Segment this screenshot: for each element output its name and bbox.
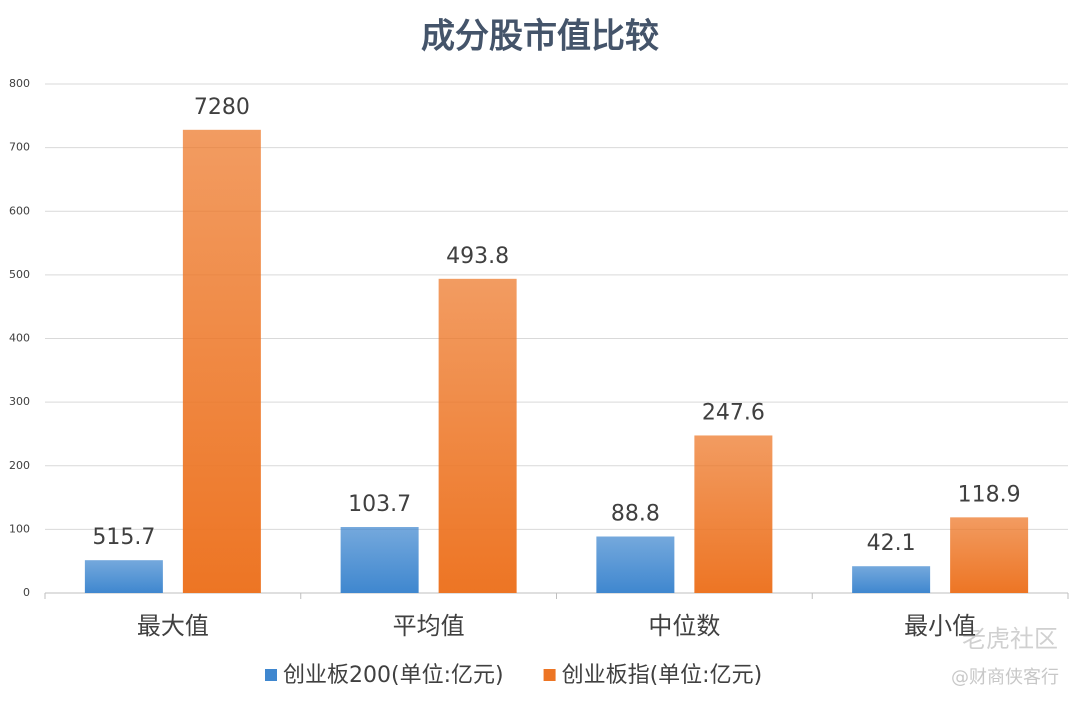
bar [84, 560, 163, 593]
watermark: 老虎社区 [962, 625, 1058, 653]
y-tick-label: 400 [9, 332, 30, 345]
value-label: 493.8 [446, 244, 509, 269]
y-tick-label: 600 [9, 204, 30, 217]
legend-swatch [265, 669, 277, 681]
bar [596, 536, 675, 593]
legend-label: 创业板指(单位:亿元) [562, 663, 763, 688]
value-label: 42.1 [867, 531, 916, 556]
y-tick-label: 700 [9, 141, 30, 154]
legend-swatch [543, 669, 556, 681]
y-tick-label: 200 [9, 459, 30, 472]
y-tick-label: 500 [9, 268, 30, 281]
bar [340, 527, 419, 593]
value-label: 515.7 [92, 525, 155, 550]
value-label: 103.7 [348, 492, 411, 517]
value-label: 118.9 [958, 482, 1021, 507]
y-tick-label: 0 [23, 586, 30, 599]
x-tick-label: 最小值 [904, 612, 976, 640]
value-label: 7280 [194, 95, 250, 120]
bar [694, 435, 773, 593]
bar [950, 517, 1029, 593]
x-tick-label: 最大值 [137, 612, 209, 640]
x-tick-label: 中位数 [648, 612, 720, 640]
chart-title: 成分股市值比较 [421, 17, 659, 57]
y-tick-label: 300 [9, 395, 30, 408]
value-label: 247.6 [702, 400, 765, 425]
x-tick-label: 平均值 [393, 612, 465, 640]
watermark: @财商侠客行 [951, 667, 1059, 688]
bar [438, 278, 517, 593]
bar [852, 566, 931, 593]
bar [182, 129, 261, 593]
legend-label: 创业板200(单位:亿元) [283, 663, 504, 688]
y-tick-label: 800 [9, 77, 30, 90]
y-tick-label: 100 [9, 522, 30, 535]
value-label: 88.8 [611, 502, 660, 527]
